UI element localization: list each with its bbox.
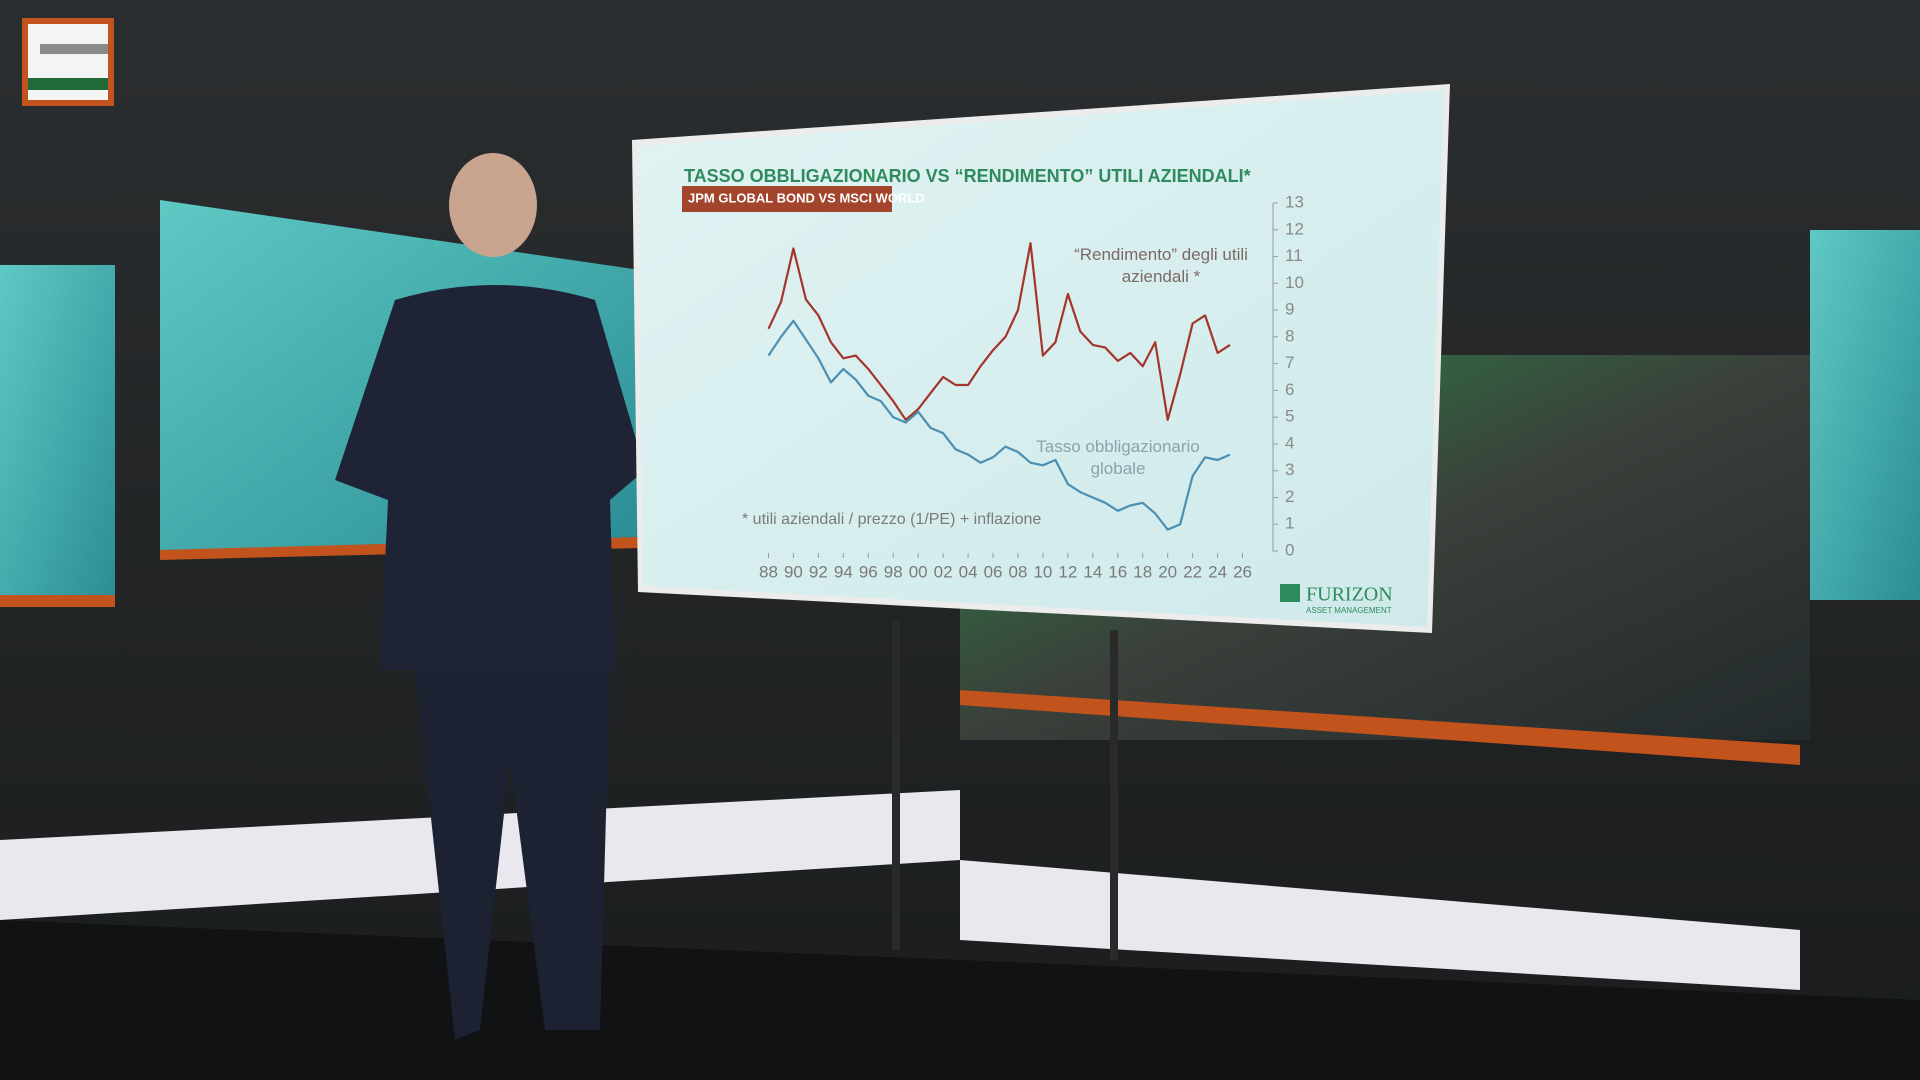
y-tick-label: 12 bbox=[1285, 219, 1304, 238]
x-tick-label: 94 bbox=[834, 562, 853, 581]
side-panel bbox=[0, 265, 115, 605]
x-tick-label: 20 bbox=[1158, 562, 1177, 581]
presenter bbox=[335, 285, 645, 670]
channel-logo bbox=[28, 78, 108, 90]
x-tick-label: 16 bbox=[1108, 562, 1127, 581]
x-tick-label: 26 bbox=[1233, 562, 1252, 581]
y-tick-label: 10 bbox=[1285, 273, 1304, 292]
x-tick-label: 14 bbox=[1083, 562, 1102, 581]
y-tick-label: 8 bbox=[1285, 326, 1294, 345]
y-tick-label: 11 bbox=[1285, 246, 1303, 265]
y-tick-label: 1 bbox=[1285, 514, 1294, 533]
x-tick-label: 02 bbox=[934, 562, 953, 581]
x-tick-label: 00 bbox=[909, 562, 928, 581]
screen bbox=[638, 90, 1444, 627]
x-tick-label: 04 bbox=[959, 562, 978, 581]
series-label: “Rendimento” degli utili aziendali * bbox=[1074, 245, 1248, 286]
x-tick-label: 96 bbox=[859, 562, 878, 581]
x-tick-label: 10 bbox=[1033, 562, 1052, 581]
floor-light bbox=[960, 860, 1800, 990]
x-tick-label: 88 bbox=[759, 562, 778, 581]
brand-name: FURIZON bbox=[1306, 584, 1393, 606]
screen-stand bbox=[892, 620, 900, 950]
x-tick-label: 98 bbox=[884, 562, 903, 581]
channel-logo bbox=[40, 44, 108, 54]
y-tick-label: 2 bbox=[1285, 487, 1294, 506]
screen-stand bbox=[1110, 630, 1118, 960]
x-tick-label: 24 bbox=[1208, 562, 1227, 581]
presenter bbox=[449, 153, 537, 257]
series-label-text: Tasso obbligazionario globale bbox=[1036, 437, 1200, 478]
footnote: * utili aziendali / prezzo (1/PE) + infl… bbox=[742, 511, 1041, 528]
x-tick-label: 92 bbox=[809, 562, 828, 581]
y-tick-label: 6 bbox=[1285, 380, 1294, 399]
y-tick-label: 13 bbox=[1285, 192, 1304, 211]
x-tick-label: 18 bbox=[1133, 562, 1152, 581]
brand-icon bbox=[1280, 584, 1300, 602]
series-line bbox=[767, 319, 1231, 531]
x-tick-label: 06 bbox=[984, 562, 1003, 581]
y-tick-label: 7 bbox=[1285, 353, 1294, 372]
y-tick-label: 4 bbox=[1285, 433, 1294, 452]
x-tick-label: 08 bbox=[1009, 562, 1028, 581]
y-tick-label: 9 bbox=[1285, 300, 1294, 319]
x-tick-label: 12 bbox=[1058, 562, 1077, 581]
accent-strip bbox=[960, 690, 1800, 765]
y-tick-label: 0 bbox=[1285, 540, 1294, 559]
brand-sub: ASSET MANAGEMENT bbox=[1306, 606, 1392, 615]
subtitle-badge bbox=[682, 186, 892, 212]
chart-title: TASSO OBBLIGAZIONARIO VS “RENDIMENTO” UT… bbox=[684, 166, 1251, 186]
presenter bbox=[415, 670, 610, 1040]
x-tick-label: 22 bbox=[1183, 562, 1202, 581]
y-tick-label: 3 bbox=[1285, 460, 1294, 479]
side-panel bbox=[1810, 230, 1920, 600]
series-label: Tasso obbligazionario globale bbox=[1036, 437, 1200, 478]
series-line bbox=[767, 242, 1231, 421]
x-tick-label: 90 bbox=[784, 562, 803, 581]
series-label-text: “Rendimento” degli utili aziendali * bbox=[1074, 245, 1248, 286]
y-tick-label: 5 bbox=[1285, 407, 1294, 426]
accent-strip bbox=[0, 595, 115, 607]
chart-subtitle: JPM GLOBAL BOND VS MSCI WORLD bbox=[688, 190, 925, 205]
